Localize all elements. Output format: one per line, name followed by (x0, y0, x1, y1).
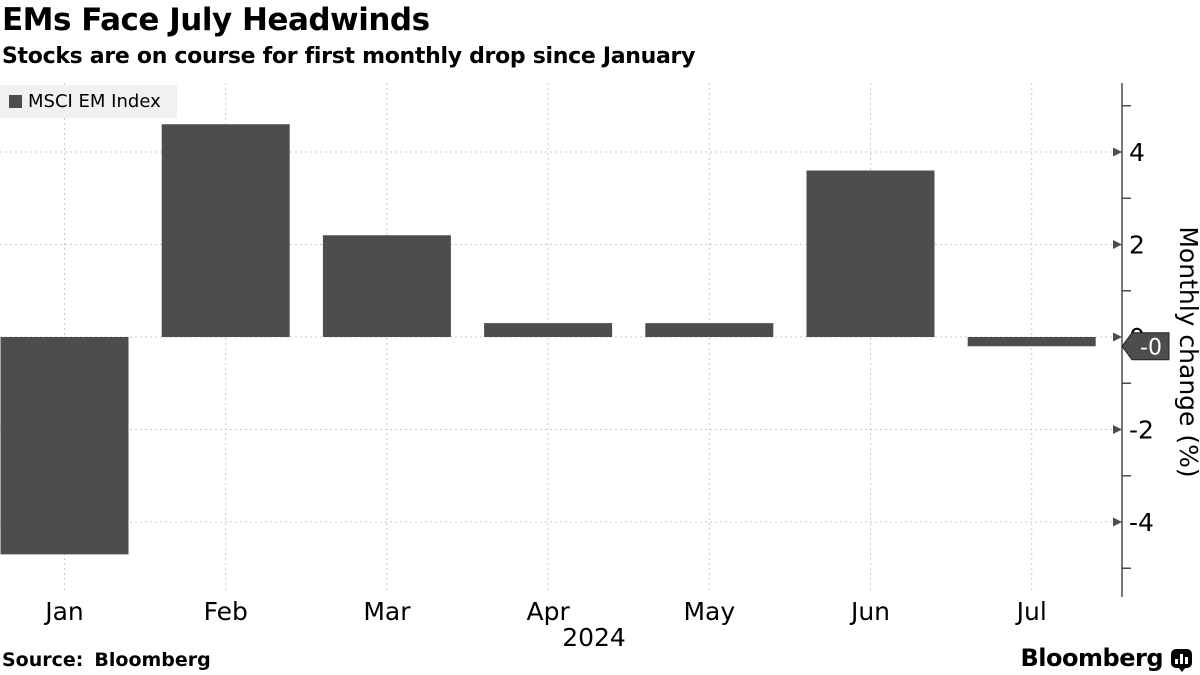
source-note: Source: Bloomberg (2, 649, 211, 671)
last-value-badge-label: -0 (1140, 335, 1162, 360)
y-tick-label--2: -2 (1129, 416, 1154, 445)
y-tick-label--4: -4 (1129, 508, 1154, 537)
logo-bar-icon (1180, 653, 1183, 664)
chart-subtitle: Stocks are on course for first monthly d… (2, 44, 696, 69)
x-tick-label-jan: Jan (43, 597, 84, 626)
legend-swatch-icon (9, 95, 22, 108)
bloomberg-chart-bubble-icon (1171, 648, 1192, 668)
x-tick-label-feb: Feb (204, 597, 248, 626)
legend: MSCI EM Index (0, 85, 177, 118)
bar-jul (967, 337, 1096, 347)
x-axis-year-label: 2024 (562, 623, 626, 652)
x-tick-label-apr: Apr (526, 597, 570, 626)
bar-jun (806, 170, 935, 337)
logo-bar-icon (1185, 656, 1188, 664)
bar-mar (322, 235, 451, 337)
bar-may (645, 323, 774, 337)
logo-bar-icon (1175, 658, 1178, 664)
last-value-badge (1121, 332, 1170, 361)
y-tick-label-2: 2 (1129, 231, 1145, 260)
bar-apr (484, 323, 613, 337)
x-tick-label-mar: Mar (363, 597, 411, 626)
source-value: Bloomberg (94, 649, 211, 671)
y-axis-title: Monthly change (%) (1174, 226, 1200, 477)
x-tick-label-jul: Jul (1015, 597, 1047, 626)
x-tick-label-jun: Jun (849, 597, 890, 626)
y-tick-arrow-icon (1113, 240, 1122, 249)
source-label: Source: (2, 649, 84, 671)
bloomberg-logo: Bloomberg (1021, 644, 1192, 672)
legend-label: MSCI EM Index (28, 91, 161, 112)
y-tick-arrow-icon (1113, 332, 1122, 342)
y-tick-arrow-icon (1113, 517, 1122, 527)
y-tick-arrow-icon (1113, 147, 1122, 157)
x-tick-label-may: May (683, 597, 735, 626)
bar-feb (161, 124, 290, 337)
y-tick-label-4: 4 (1129, 138, 1145, 167)
bloomberg-wordmark: Bloomberg (1020, 644, 1164, 672)
y-tick-arrow-icon (1113, 425, 1122, 434)
chart-title: EMs Face July Headwinds (2, 2, 430, 38)
bar-jan (0, 337, 129, 555)
